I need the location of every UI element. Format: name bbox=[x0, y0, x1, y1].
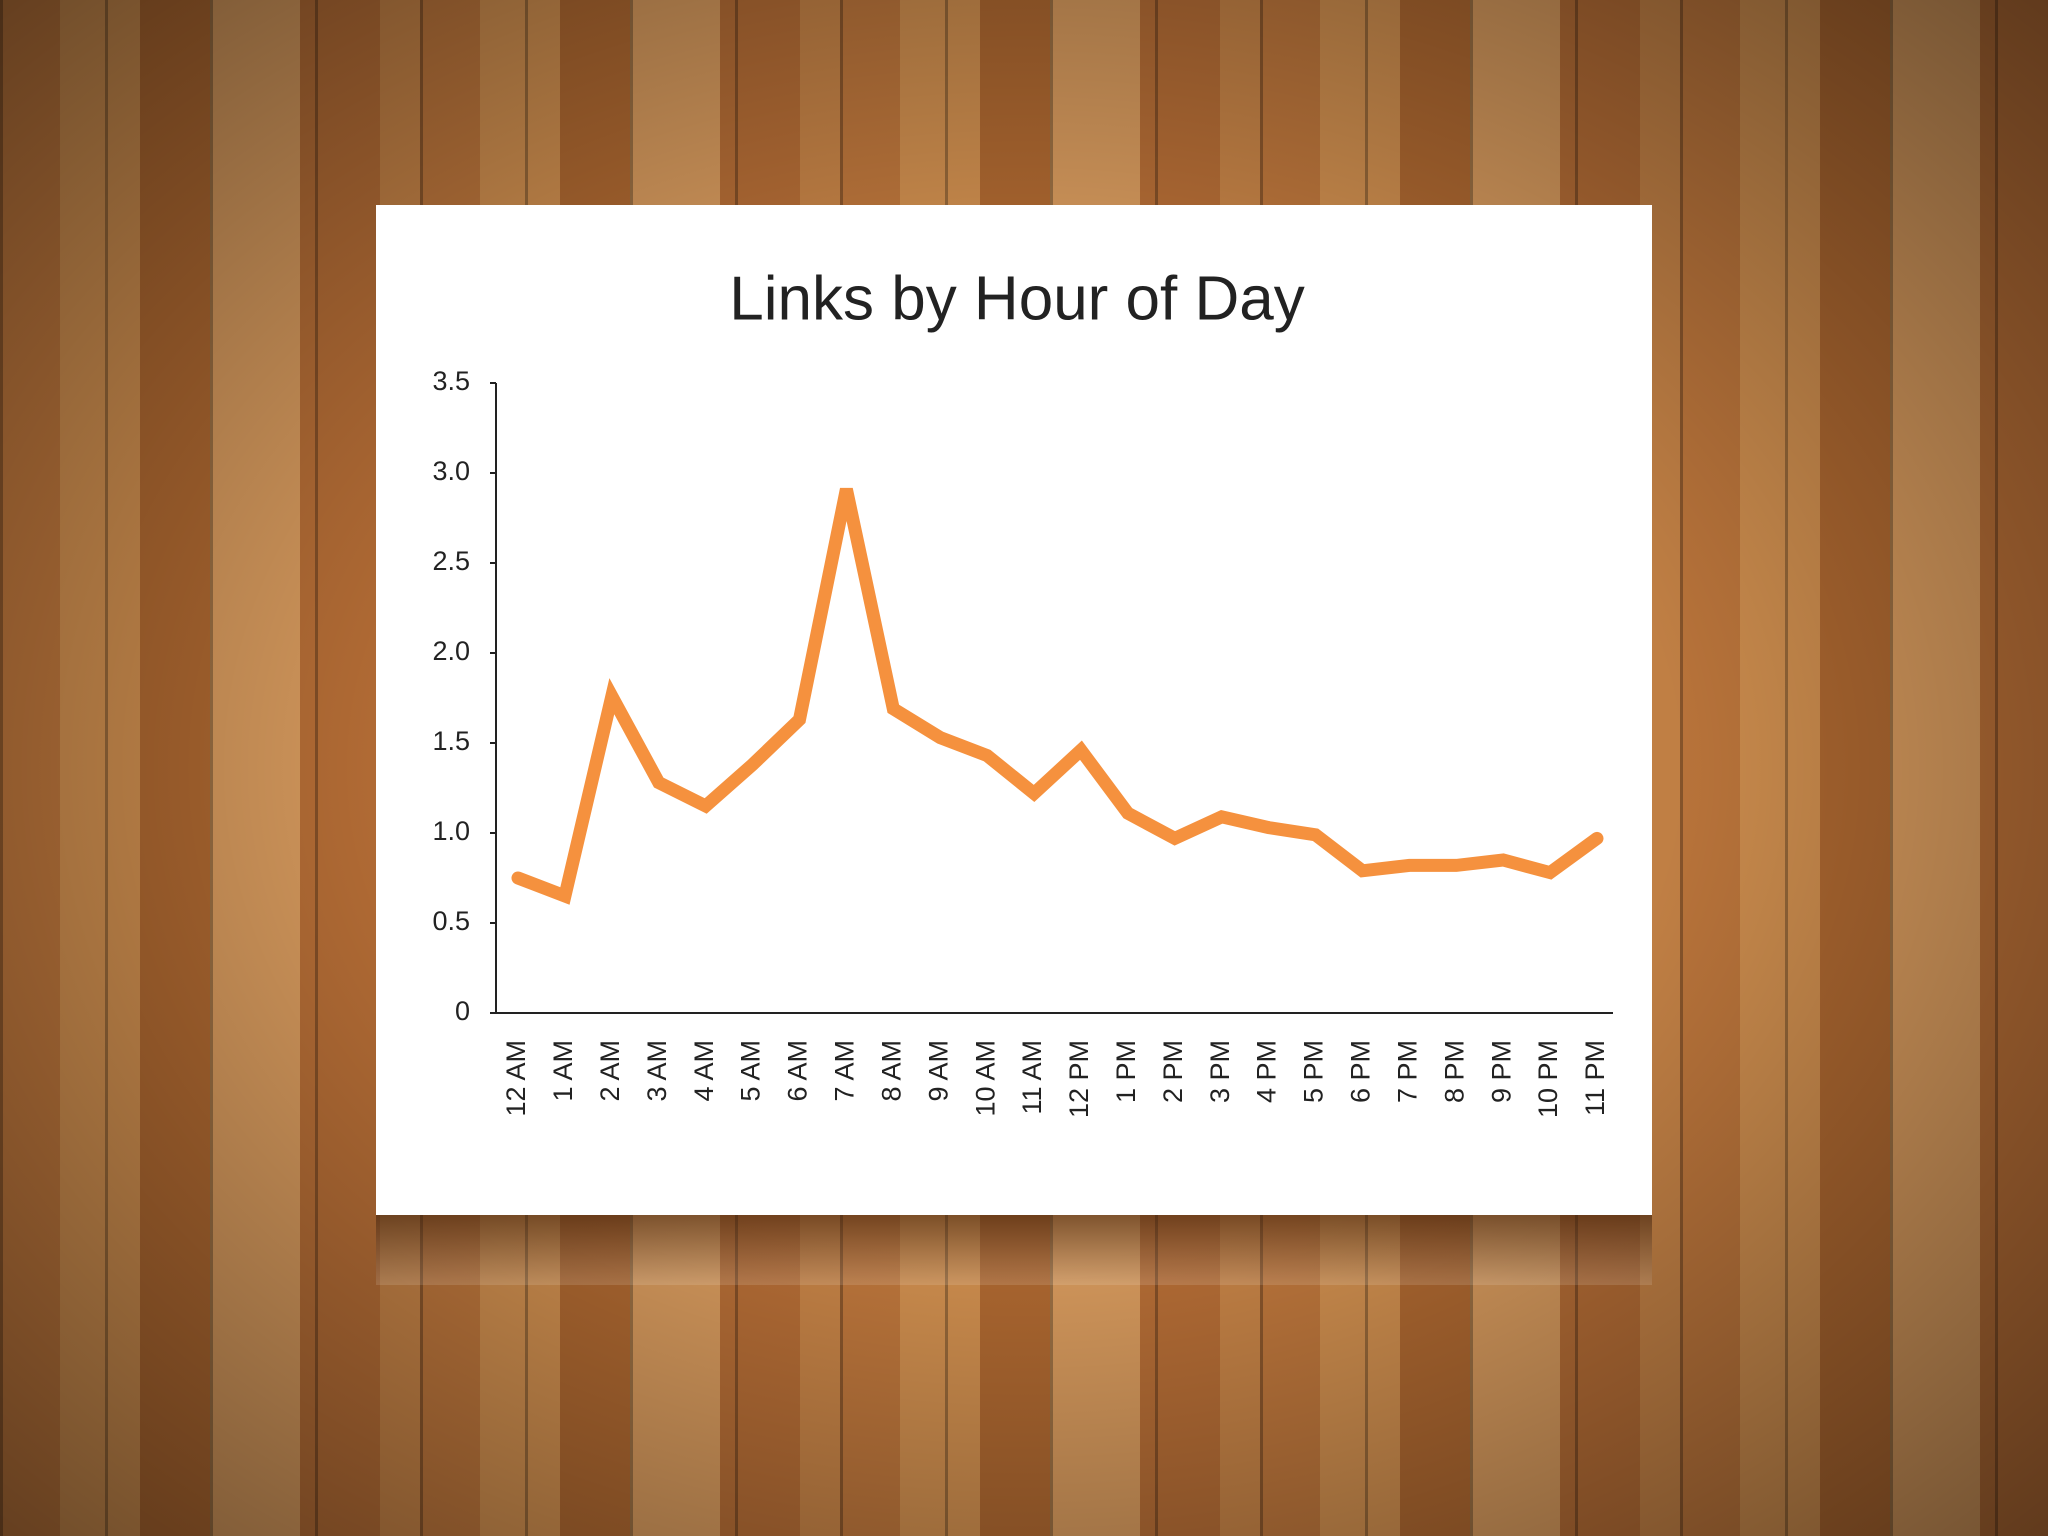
x-tick-label: 1 AM bbox=[548, 1040, 578, 1102]
x-tick-label: 1 PM bbox=[1111, 1040, 1141, 1103]
x-tick-label: 7 AM bbox=[830, 1040, 860, 1102]
x-tick-label: 7 PM bbox=[1392, 1040, 1422, 1103]
line bbox=[511, 487, 1604, 905]
reflection bbox=[376, 1215, 1652, 1285]
x-tick-label: 4 AM bbox=[689, 1040, 719, 1102]
x-tick-label: 8 PM bbox=[1439, 1040, 1469, 1103]
y-tick-label: 0 bbox=[455, 996, 470, 1026]
x-tick-label: 5 AM bbox=[736, 1040, 766, 1102]
y-tick-label: 0.5 bbox=[432, 906, 470, 936]
x-tick-label: 5 PM bbox=[1299, 1040, 1329, 1103]
x-tick-label: 12 AM bbox=[501, 1040, 531, 1117]
x-tick-label: 9 AM bbox=[923, 1040, 953, 1102]
x-tick-label: 11 PM bbox=[1580, 1040, 1610, 1116]
y-tick-label: 2.0 bbox=[432, 636, 470, 666]
x-tick-label: 3 AM bbox=[642, 1040, 672, 1102]
card bbox=[376, 205, 1652, 1215]
x-tick-label: 8 AM bbox=[876, 1040, 906, 1102]
x-tick-label: 10 AM bbox=[970, 1040, 1000, 1117]
x-tick-label: 6 PM bbox=[1346, 1040, 1376, 1103]
x-tick-label: 9 PM bbox=[1486, 1040, 1516, 1103]
x-tick-label: 6 AM bbox=[783, 1040, 813, 1102]
x-tick-label: 2 AM bbox=[595, 1040, 625, 1102]
y-tick-label: 1.0 bbox=[432, 816, 470, 846]
y-tick-label: 3.5 bbox=[432, 366, 470, 396]
y-tick-label: 2.5 bbox=[432, 546, 470, 576]
chart-title: Links by Hour of Day bbox=[729, 264, 1304, 333]
x-tick-label: 11 AM bbox=[1017, 1040, 1047, 1115]
x-tick-label: 12 PM bbox=[1064, 1040, 1094, 1118]
x-tick-label: 3 PM bbox=[1205, 1040, 1235, 1103]
x-tick-label: 2 PM bbox=[1158, 1040, 1188, 1103]
y-tick-label: 3.0 bbox=[432, 456, 470, 486]
x-tick-label: 4 PM bbox=[1252, 1040, 1282, 1103]
x-tick-label: 10 PM bbox=[1533, 1040, 1563, 1118]
y-tick-label: 1.5 bbox=[432, 726, 470, 756]
